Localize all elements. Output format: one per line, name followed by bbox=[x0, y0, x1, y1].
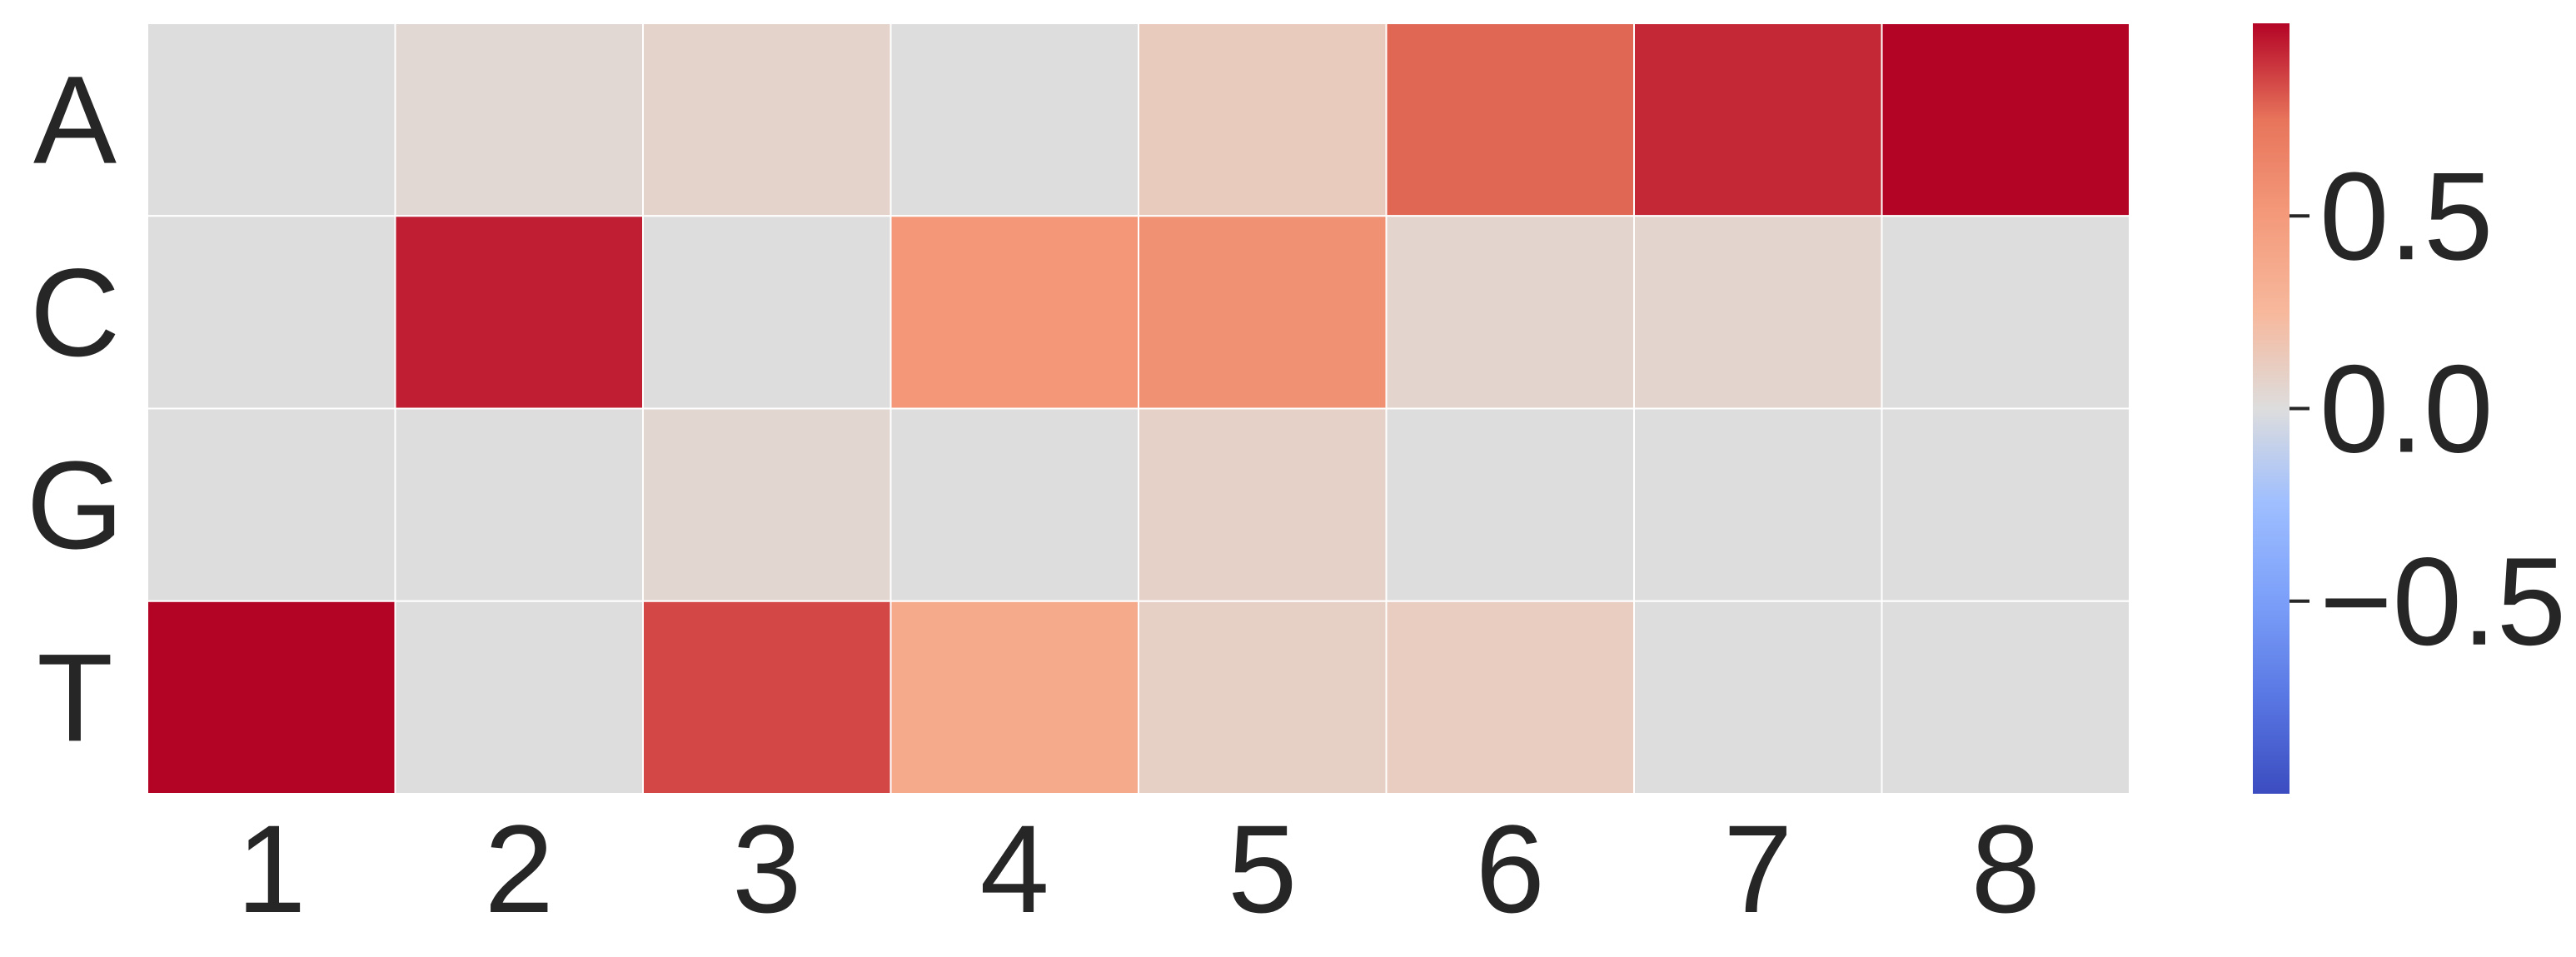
colorbar-ticks: 0.5 0.0 −0.5 bbox=[2290, 146, 2566, 671]
heatmap-cell-A-7 bbox=[1633, 22, 1883, 217]
heatmap-cell-C-5 bbox=[1138, 215, 1388, 410]
heatmap-cell-G-4 bbox=[889, 407, 1139, 602]
heatmap-cell-T-8 bbox=[1881, 600, 2130, 795]
heatmap-cells bbox=[147, 22, 2130, 795]
heatmap-cell-G-1 bbox=[147, 407, 396, 602]
heatmap-cell-G-7 bbox=[1633, 407, 1883, 602]
heatmap-cell-C-3 bbox=[642, 215, 892, 410]
column-label-3: 3 bbox=[732, 799, 801, 939]
heatmap-cell-C-4 bbox=[889, 215, 1139, 410]
colorbar-gradient bbox=[2253, 23, 2290, 794]
heatmap-cell-T-2 bbox=[394, 600, 644, 795]
column-label-6: 6 bbox=[1476, 799, 1545, 939]
heatmap-cell-G-6 bbox=[1385, 407, 1635, 602]
heatmap-cell-A-3 bbox=[642, 22, 892, 217]
column-label-1: 1 bbox=[237, 799, 306, 939]
heatmap-cell-A-4 bbox=[889, 22, 1139, 217]
heatmap-cell-C-6 bbox=[1385, 215, 1635, 410]
column-labels: 1 2 3 4 5 6 7 8 bbox=[237, 799, 2040, 939]
heatmap-cell-A-5 bbox=[1138, 22, 1388, 217]
colorbar-tick-label: 0.5 bbox=[2319, 146, 2494, 286]
column-label-5: 5 bbox=[1228, 799, 1297, 939]
heatmap-cell-T-4 bbox=[889, 600, 1139, 795]
heatmap-cell-T-6 bbox=[1385, 600, 1635, 795]
heatmap-cell-T-3 bbox=[642, 600, 892, 795]
heatmap-cell-T-1 bbox=[147, 600, 396, 795]
row-label-G: G bbox=[27, 435, 124, 575]
heatmap-cell-C-2 bbox=[394, 215, 644, 410]
colorbar-tick-label: 0.0 bbox=[2319, 339, 2494, 479]
heatmap-cell-C-8 bbox=[1881, 215, 2130, 410]
heatmap-cell-G-3 bbox=[642, 407, 892, 602]
heatmap-cell-C-7 bbox=[1633, 215, 1883, 410]
colorbar: 0.5 0.0 −0.5 bbox=[2253, 23, 2566, 794]
column-label-8: 8 bbox=[1971, 799, 2040, 939]
heatmap-cell-G-8 bbox=[1881, 407, 2130, 602]
heatmap-cell-T-7 bbox=[1633, 600, 1883, 795]
heatmap-cell-G-5 bbox=[1138, 407, 1388, 602]
heatmap-cell-T-5 bbox=[1138, 600, 1388, 795]
heatmap-cell-A-1 bbox=[147, 22, 396, 217]
colorbar-tick-label: −0.5 bbox=[2319, 531, 2566, 671]
column-label-4: 4 bbox=[980, 799, 1049, 939]
heatmap-cell-A-2 bbox=[394, 22, 644, 217]
row-label-T: T bbox=[37, 627, 113, 767]
column-label-2: 2 bbox=[485, 799, 554, 939]
row-label-A: A bbox=[33, 50, 117, 190]
row-label-C: C bbox=[30, 242, 120, 382]
heatmap-cell-G-2 bbox=[394, 407, 644, 602]
heatmap-cell-C-1 bbox=[147, 215, 396, 410]
heatmap-cell-A-8 bbox=[1881, 22, 2130, 217]
heatmap-cell-A-6 bbox=[1385, 22, 1635, 217]
column-label-7: 7 bbox=[1723, 799, 1792, 939]
